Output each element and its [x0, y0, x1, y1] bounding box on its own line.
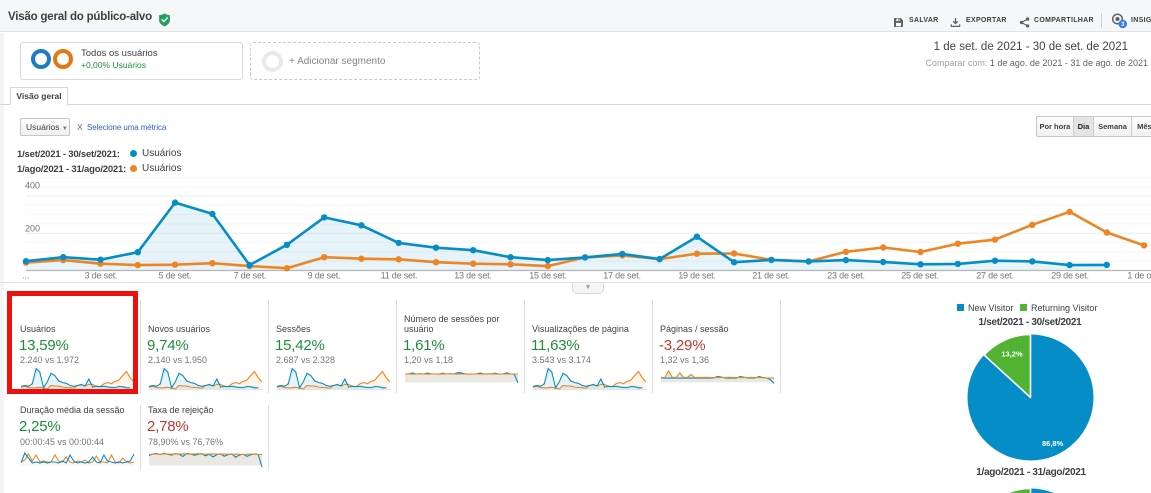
- svg-text:23 de set.: 23 de set.: [827, 271, 865, 281]
- svg-text:27 de set.: 27 de set.: [976, 271, 1014, 281]
- svg-text:15 de set.: 15 de set.: [529, 271, 567, 281]
- svg-text:11 de set.: 11 de set.: [381, 271, 418, 281]
- svg-text:7 de set.: 7 de set.: [234, 271, 267, 281]
- svg-text:3: 3: [1121, 22, 1125, 28]
- svg-text:400: 400: [25, 181, 40, 191]
- svg-text:3 de set.: 3 de set.: [85, 271, 118, 281]
- svg-text:29 de set.: 29 de set.: [1051, 271, 1089, 281]
- svg-text:86,8%: 86,8%: [1042, 439, 1064, 448]
- svg-text:13,2%: 13,2%: [1001, 350, 1023, 359]
- svg-text:5 de set.: 5 de set.: [159, 271, 192, 281]
- svg-text:200: 200: [25, 224, 40, 234]
- svg-text:21 de set.: 21 de set.: [752, 271, 790, 281]
- svg-text:13 de set.: 13 de set.: [454, 271, 492, 281]
- svg-text:...: ...: [22, 271, 30, 281]
- svg-text:9 de set.: 9 de set.: [308, 271, 341, 281]
- svg-text:17 de set.: 17 de set.: [603, 271, 641, 281]
- svg-text:1 de out.: 1 de out.: [1127, 271, 1151, 281]
- svg-text:19 de set.: 19 de set.: [678, 271, 716, 281]
- svg-text:25 de set.: 25 de set.: [901, 271, 939, 281]
